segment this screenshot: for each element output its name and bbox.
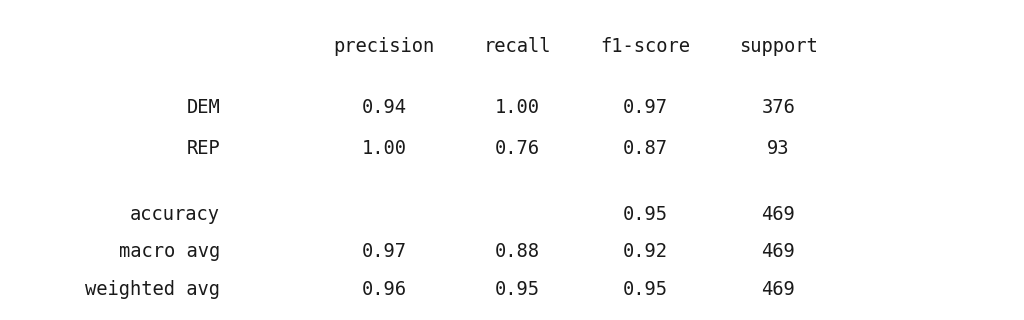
Text: precision: precision	[334, 37, 434, 56]
Text: 1.00: 1.00	[361, 139, 407, 158]
Text: 0.92: 0.92	[623, 242, 668, 261]
Text: 0.87: 0.87	[623, 139, 668, 158]
Text: 469: 469	[762, 280, 795, 299]
Text: REP: REP	[186, 139, 220, 158]
Text: 93: 93	[767, 139, 790, 158]
Text: DEM: DEM	[186, 98, 220, 117]
Text: 1.00: 1.00	[495, 98, 540, 117]
Text: 0.94: 0.94	[361, 98, 407, 117]
Text: 0.95: 0.95	[495, 280, 540, 299]
Text: 376: 376	[762, 98, 795, 117]
Text: 0.96: 0.96	[361, 280, 407, 299]
Text: weighted avg: weighted avg	[85, 280, 220, 299]
Text: support: support	[739, 37, 817, 56]
Text: 469: 469	[762, 242, 795, 261]
Text: 0.95: 0.95	[623, 205, 668, 224]
Text: macro avg: macro avg	[119, 242, 220, 261]
Text: accuracy: accuracy	[130, 205, 220, 224]
Text: recall: recall	[483, 37, 551, 56]
Text: 0.88: 0.88	[495, 242, 540, 261]
Text: 0.76: 0.76	[495, 139, 540, 158]
Text: 0.95: 0.95	[623, 280, 668, 299]
Text: 469: 469	[762, 205, 795, 224]
Text: 0.97: 0.97	[623, 98, 668, 117]
Text: f1-score: f1-score	[600, 37, 690, 56]
Text: 0.97: 0.97	[361, 242, 407, 261]
